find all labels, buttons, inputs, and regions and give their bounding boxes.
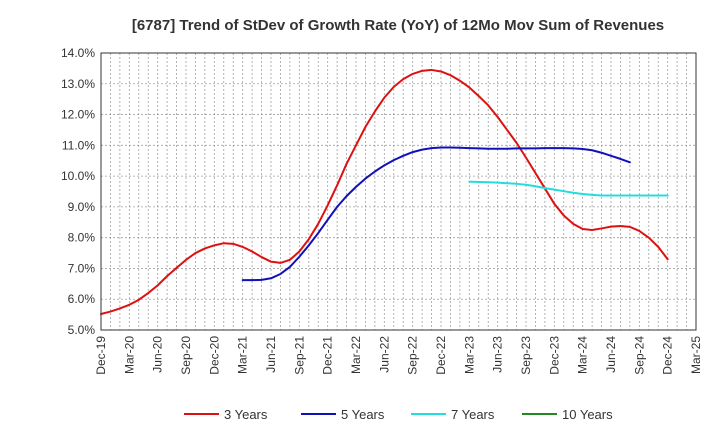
plot-area [100,52,697,331]
x-tick-label: Sep-23 [519,336,533,375]
y-tick-label: 13.0% [61,77,95,91]
y-tick-label: 14.0% [61,46,95,60]
x-tick-label: Jun-20 [151,336,165,373]
chart-title: [6787] Trend of StDev of Growth Rate (Yo… [132,17,664,34]
x-tick-label: Dec-23 [547,336,561,375]
x-tick-label: Jun-21 [264,336,278,373]
x-tick-label: Mar-20 [122,336,136,374]
x-tick-label: Mar-23 [462,336,476,374]
y-tick-label: 9.0% [68,200,96,214]
y-tick-label: 5.0% [68,323,96,337]
x-tick-label: Dec-20 [207,336,221,375]
legend-label: 3 Years [224,407,268,422]
series-line-5-years [241,146,631,282]
x-tick-label: Jun-23 [491,336,505,373]
series-line-7-years [468,180,669,197]
x-tick-label: Mar-21 [236,336,250,374]
x-tick-label: Sep-21 [292,336,306,375]
x-axis-ticks: Dec-19 Mar-20 Jun-20 Sep-20 Dec-20 Mar-21 Jun-… [94,336,703,375]
legend: 3 Years 5 Years 7 Years 10 Years [184,407,613,422]
x-tick-label: Dec-21 [321,336,335,375]
series-line-3-years [100,68,669,315]
x-tick-label: Sep-24 [632,336,646,375]
legend-label: 10 Years [562,407,613,422]
y-tick-label: 7.0% [68,261,96,275]
y-tick-label: 10.0% [61,169,95,183]
x-tick-label: Mar-22 [349,336,363,374]
y-tick-label: 8.0% [68,231,96,245]
y-tick-label: 6.0% [68,292,96,306]
x-tick-label: Sep-20 [179,336,193,375]
x-tick-label: Mar-25 [689,336,703,374]
series-lines [100,68,669,315]
legend-label: 5 Years [341,407,385,422]
plot-area-border [100,52,697,331]
x-tick-label: Mar-24 [576,336,590,374]
x-tick-label: Dec-22 [434,336,448,375]
x-tick-label: Dec-19 [94,336,108,375]
x-tick-label: Jun-22 [377,336,391,373]
y-tick-label: 12.0% [61,108,95,122]
x-tick-label: Sep-22 [406,336,420,375]
x-tick-label: Jun-24 [604,336,618,373]
x-tick-label: Dec-24 [661,336,675,375]
y-axis-ticks: 5.0% 6.0% 7.0% 8.0% 9.0% 10.0% 11.0% 12.0% 13.0%… [61,46,95,337]
legend-label: 7 Years [451,407,495,422]
y-tick-label: 11.0% [62,138,95,152]
